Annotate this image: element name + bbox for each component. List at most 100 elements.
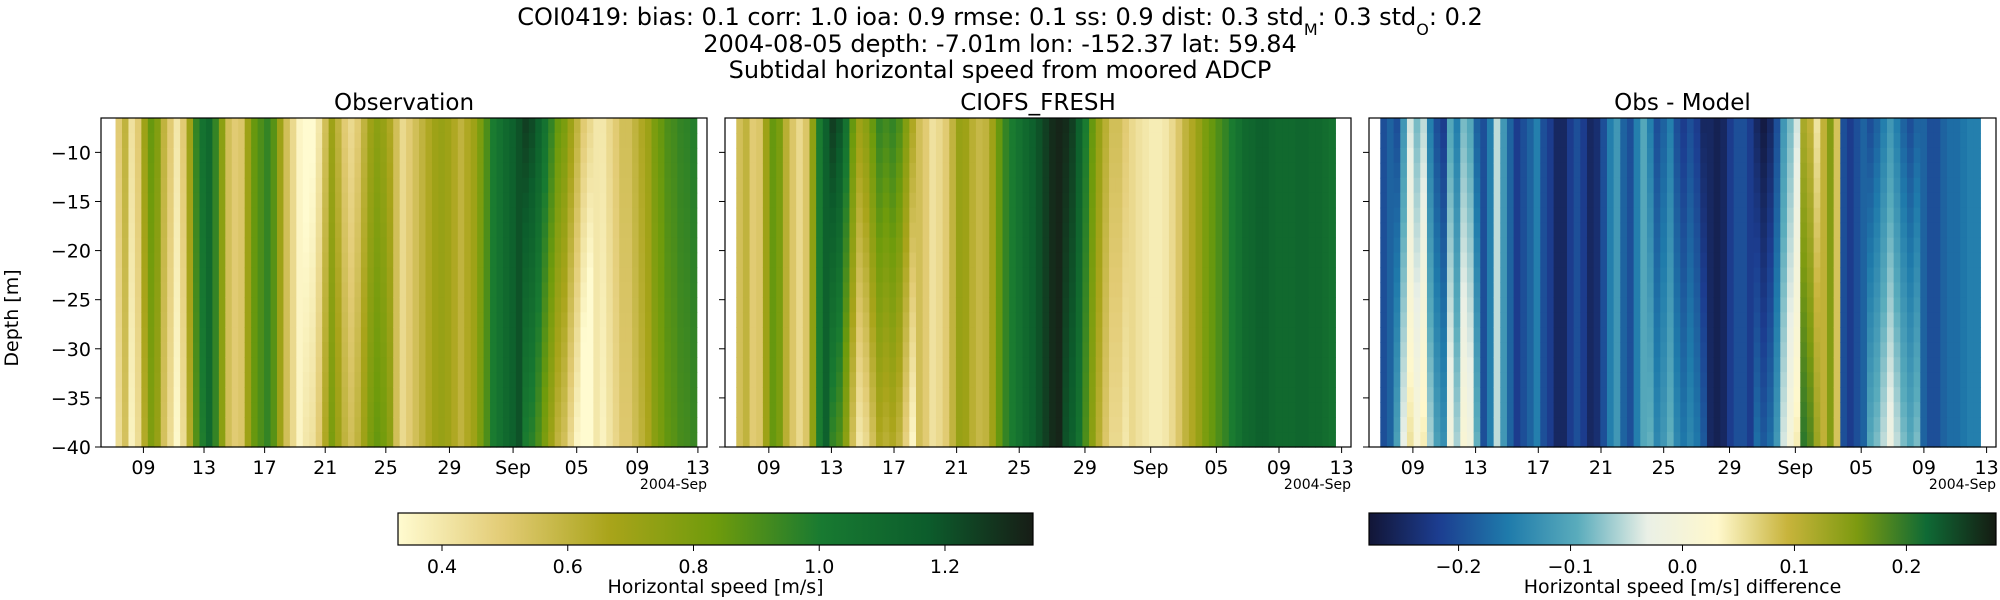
heatmap-cell [1235,192,1243,209]
heatmap-cell [1433,177,1441,194]
heatmap-cell [160,417,168,433]
heatmap-cell [147,417,155,433]
heatmap-cell [1302,118,1310,134]
heatmap-cell [1413,147,1421,164]
heatmap-cell [1626,372,1635,388]
heatmap-cell [664,297,672,313]
heatmap-cell [769,132,777,149]
heatmap-cell [251,222,259,239]
heatmap-cell [1262,147,1270,164]
heatmap-cell [154,282,162,299]
heatmap-cell [283,237,291,254]
heatmap-cell [1062,118,1070,134]
heatmap-cell [1553,222,1561,239]
heatmap-cell [373,282,381,299]
heatmap-cell [1102,192,1110,209]
heatmap-cell [1513,177,1521,194]
heatmap-cell [749,312,757,328]
heatmap-cell [889,118,897,134]
heatmap-cell [438,432,446,448]
heatmap-cell [496,357,504,373]
heatmap-cell [599,342,607,358]
heatmap-cell [477,342,485,358]
heatmap-cell [1042,207,1050,224]
heatmap-cell [1566,252,1575,269]
heatmap-cell [1055,402,1064,418]
heatmap-cell [829,252,837,269]
heatmap-cell [502,417,511,433]
heatmap-cell [1109,147,1117,164]
heatmap-cell [173,282,181,299]
heatmap-cell [645,357,653,373]
heatmap-cell [425,402,433,418]
heatmap-cell [1633,267,1641,284]
heatmap-cell [856,192,864,209]
heatmap-cell [638,222,646,239]
heatmap-cell [444,267,452,284]
heatmap-cell [756,177,764,194]
heatmap-cell [173,417,181,433]
heatmap-cell [386,118,394,134]
heatmap-cell [632,192,640,209]
heatmap-cell [1480,297,1488,313]
heatmap-cell [1009,372,1017,388]
heatmap-cell [367,432,375,448]
heatmap-cell [1440,312,1448,328]
heatmap-cell [742,177,751,194]
heatmap-cell [1228,357,1237,373]
heatmap-cell [762,432,771,448]
heatmap-cell [1049,252,1057,269]
heatmap-cell [483,297,491,313]
heatmap-cell [1520,357,1528,373]
heatmap-cell [477,207,485,224]
heatmap-cell [896,327,904,343]
heatmap-cell [638,118,646,134]
heatmap-cell [567,252,575,269]
heatmap-cell [276,118,285,134]
heatmap-cell [1055,177,1064,194]
heatmap-cell [431,192,440,209]
heatmap-cell [670,297,678,313]
heatmap-cell [1640,327,1648,343]
heatmap-cell [762,118,771,134]
heatmap-cell [683,207,691,224]
heatmap-cell [955,417,964,433]
heatmap-cell [664,342,672,358]
heatmap-cell [1580,327,1588,343]
heatmap-cell [360,417,368,433]
heatmap-cell [869,252,877,269]
heatmap-cell [425,207,433,224]
heatmap-cell [962,387,970,403]
heatmap-cell [955,162,964,179]
heatmap-cell [186,402,194,418]
heatmap-cell [1302,177,1310,194]
heatmap-cell [1022,267,1030,284]
heatmap-cell [1573,297,1581,313]
heatmap-cell [464,252,472,269]
heatmap-cell [1573,118,1581,134]
heatmap-cell [606,402,614,418]
heatmap-cell [632,147,640,164]
heatmap-cell [1513,267,1521,284]
heatmap-cell [225,222,233,239]
heatmap-cell [1035,147,1044,164]
heatmap-cell [1560,207,1568,224]
heatmap-cell [816,387,824,403]
heatmap-cell [438,162,446,179]
heatmap-cell [1453,282,1461,299]
heatmap-cell [1235,162,1243,179]
heatmap-cell [205,222,214,239]
heatmap-cell [477,312,485,328]
heatmap-cell [1262,192,1270,209]
heatmap-cell [1328,402,1336,418]
heatmap-cell [1660,118,1668,134]
heatmap-cell [425,267,433,284]
heatmap-cell [522,177,530,194]
heatmap-cell [199,417,207,433]
heatmap-cell [856,297,864,313]
heatmap-cell [1606,132,1615,149]
heatmap-cell [444,357,452,373]
heatmap-cell [580,417,588,433]
heatmap-cell [1295,432,1303,448]
heatmap-cell [1406,342,1415,358]
